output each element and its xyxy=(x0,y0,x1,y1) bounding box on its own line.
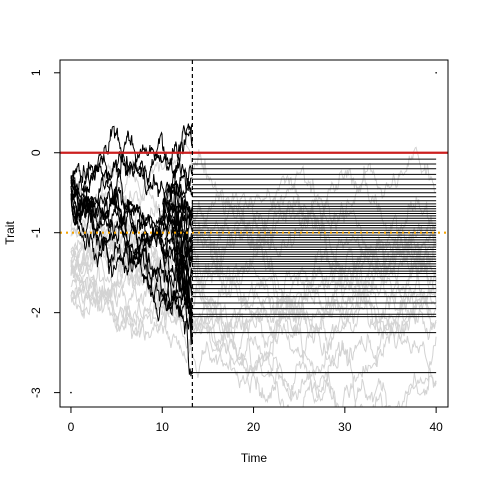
point-marker xyxy=(70,391,72,394)
reference-lines xyxy=(60,60,448,407)
plot-area xyxy=(60,60,448,407)
foreground-path xyxy=(70,125,193,227)
foreground-path xyxy=(162,123,193,210)
point-markers xyxy=(70,71,437,394)
foreground-path xyxy=(175,241,193,346)
x-axis-label: Time xyxy=(241,451,268,465)
point-marker xyxy=(435,71,437,74)
foreground-path xyxy=(162,198,193,377)
background-path xyxy=(70,265,437,370)
y-tick-label: 0 xyxy=(29,149,43,156)
background-path xyxy=(70,130,437,239)
foreground-paths xyxy=(70,123,193,377)
x-tick-label: 30 xyxy=(338,420,352,434)
x-tick-label: 0 xyxy=(68,420,75,434)
foreground-path xyxy=(70,170,193,301)
background-path xyxy=(70,261,437,407)
y-tick-label: 1 xyxy=(29,69,43,76)
background-path xyxy=(70,238,437,342)
background-path xyxy=(70,210,437,324)
y-tick-label: -1 xyxy=(29,227,43,238)
foreground-path xyxy=(172,237,193,331)
foreground-path xyxy=(175,225,193,266)
y-tick-label: -3 xyxy=(29,387,43,398)
x-tick-label: 10 xyxy=(156,420,170,434)
foreground-path xyxy=(172,200,193,268)
foreground-path xyxy=(70,179,193,318)
x-tick-label: 20 xyxy=(247,420,261,434)
y-axis-label: Trait xyxy=(3,221,17,245)
foreground-path xyxy=(70,187,193,267)
y-tick-label: -2 xyxy=(29,307,43,318)
x-tick-label: 40 xyxy=(429,420,443,434)
background-path xyxy=(70,218,437,407)
foreground-path xyxy=(170,212,193,306)
horizontal-lines xyxy=(192,158,437,374)
